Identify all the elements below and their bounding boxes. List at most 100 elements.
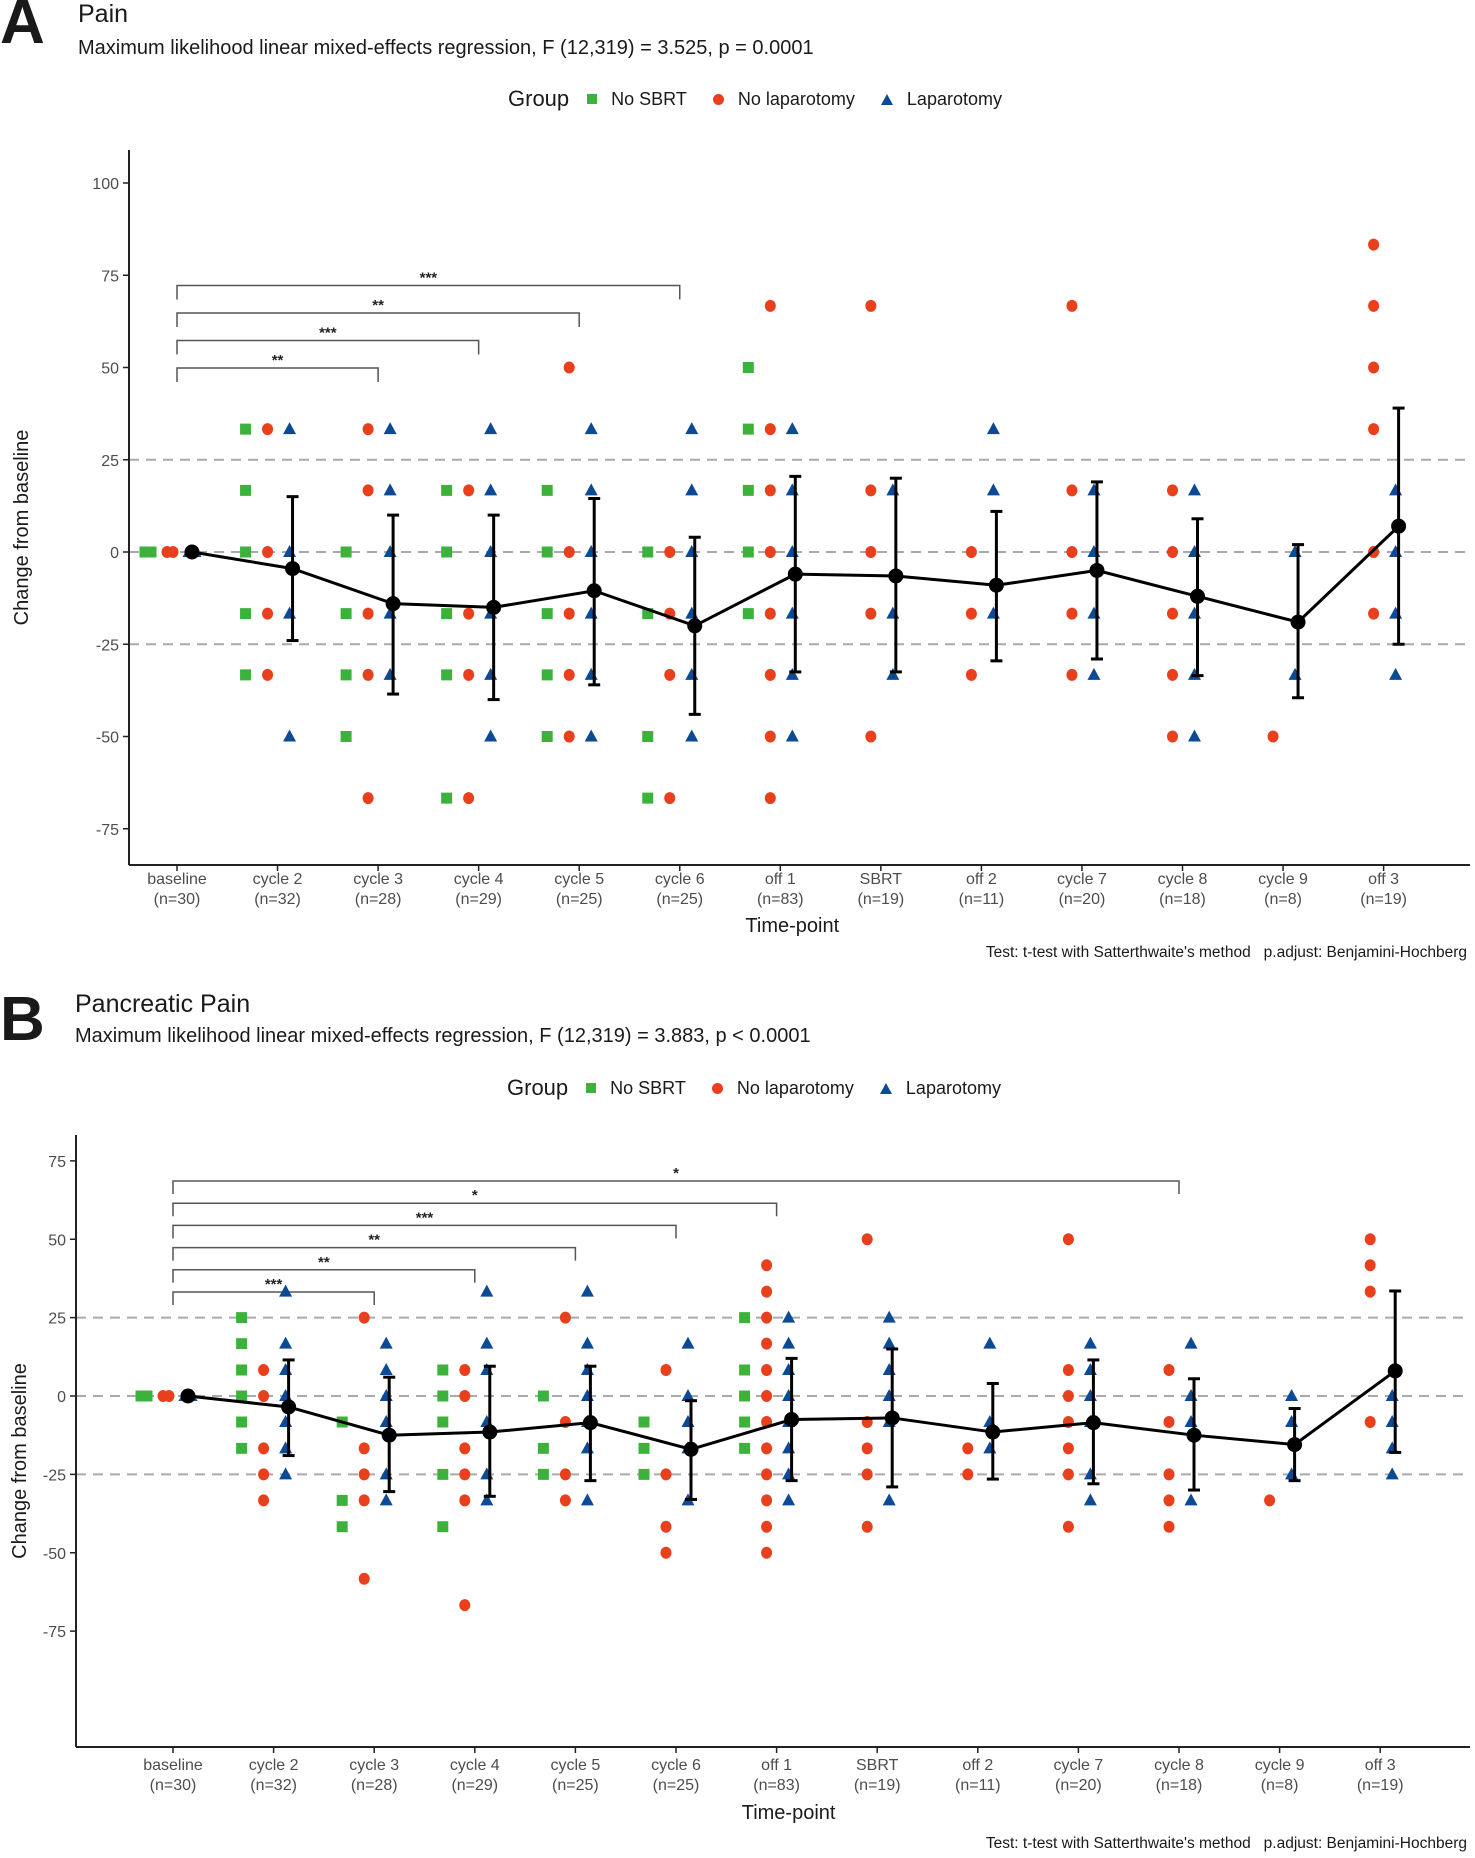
x-tick-n-label: (n=20) <box>1059 891 1106 908</box>
mean-point <box>683 1441 699 1457</box>
point-laparotomy <box>782 1336 796 1349</box>
point-laparotomy <box>484 667 498 680</box>
mean-point <box>586 583 602 599</box>
point-no-laparotomy <box>865 299 877 312</box>
point-no-sbrt <box>739 1416 751 1428</box>
x-tick-n-label: (n=8) <box>1261 1777 1299 1794</box>
point-no-laparotomy <box>865 484 877 497</box>
point-no-laparotomy <box>1267 730 1279 743</box>
point-no-laparotomy <box>563 668 575 681</box>
x-axis-title: Time-point <box>742 1802 836 1824</box>
point-no-sbrt <box>541 669 553 681</box>
point-no-laparotomy <box>563 361 575 374</box>
square-marker-icon <box>587 94 598 104</box>
point-laparotomy <box>685 483 699 496</box>
point-no-laparotomy <box>1368 361 1380 374</box>
x-tick-label: cycle 6 <box>655 871 705 888</box>
point-laparotomy <box>1389 606 1403 619</box>
x-tick-n-label: (n=19) <box>857 891 904 908</box>
point-no-laparotomy <box>764 792 776 805</box>
y-axis-title: Change from baseline <box>9 1363 31 1559</box>
x-tick-n-label: (n=28) <box>351 1777 398 1794</box>
point-no-laparotomy <box>559 1494 571 1507</box>
footer-test: Test: t-test with Satterthwaite's method <box>985 944 1251 961</box>
point-laparotomy <box>580 1284 594 1297</box>
point-no-laparotomy <box>660 1520 672 1533</box>
point-laparotomy <box>279 1467 293 1480</box>
x-tick-n-label: (n=32) <box>254 891 301 908</box>
point-laparotomy <box>480 1336 494 1349</box>
x-tick-n-label: (n=30) <box>154 891 201 908</box>
point-laparotomy <box>681 1389 695 1401</box>
point-no-laparotomy <box>358 1494 370 1507</box>
point-no-sbrt <box>541 608 553 620</box>
point-laparotomy <box>1288 667 1302 680</box>
mean-point <box>281 1399 297 1415</box>
point-no-sbrt <box>141 1390 153 1402</box>
point-laparotomy <box>383 422 397 435</box>
y-tick-label: 75 <box>101 268 119 285</box>
significance-stars: *** <box>319 325 337 342</box>
point-no-sbrt <box>441 484 453 496</box>
point-laparotomy <box>685 729 699 742</box>
x-tick-label: baseline <box>147 871 207 888</box>
point-no-laparotomy <box>1066 484 1078 497</box>
triangle-marker-icon <box>879 1082 892 1094</box>
point-laparotomy <box>283 422 297 435</box>
point-no-sbrt <box>240 484 252 496</box>
point-laparotomy <box>782 1362 796 1375</box>
point-laparotomy <box>484 729 498 742</box>
mean-point <box>1186 1427 1202 1443</box>
point-no-laparotomy <box>1163 1363 1175 1376</box>
point-no-sbrt <box>739 1364 751 1376</box>
x-tick-n-label: (n=19) <box>854 1777 901 1794</box>
point-no-sbrt <box>541 731 553 742</box>
point-laparotomy <box>782 1310 796 1323</box>
mean-point <box>482 1424 498 1440</box>
point-no-sbrt <box>236 1312 248 1324</box>
y-tick-label: 50 <box>48 1232 66 1249</box>
point-no-laparotomy <box>1368 423 1380 436</box>
x-tick-n-label: (n=11) <box>955 1777 1001 1794</box>
point-no-laparotomy <box>761 1546 773 1559</box>
point-no-laparotomy <box>459 1468 471 1481</box>
legend-label: No SBRT <box>611 88 687 109</box>
point-no-laparotomy <box>1368 238 1380 251</box>
point-no-sbrt <box>441 669 453 681</box>
point-laparotomy <box>785 667 799 680</box>
point-laparotomy <box>279 1336 293 1349</box>
chart-title: Pancreatic Pain <box>75 990 251 1018</box>
point-no-sbrt <box>441 546 453 558</box>
footer-padjust: p.adjust: Benjamini-Hochberg <box>1263 1835 1467 1852</box>
plot-area: 100 75 50 25 0 -25 -50 -75 Change from baseline b… <box>11 150 1470 937</box>
point-no-sbrt <box>441 608 453 620</box>
point-no-sbrt <box>638 1416 650 1428</box>
x-tick-label: cycle 3 <box>353 871 403 888</box>
legend-label: No laparotomy <box>736 1077 854 1098</box>
x-tick-n-label: (n=25) <box>656 891 703 908</box>
point-no-laparotomy <box>463 792 475 805</box>
y-tick-label: -75 <box>96 822 119 839</box>
point-no-laparotomy <box>1167 668 1178 681</box>
point-no-sbrt <box>340 731 352 742</box>
mean-point <box>1190 588 1205 604</box>
x-tick-n-label: (n=29) <box>455 891 502 908</box>
x-tick-label: off 2 <box>962 1757 993 1774</box>
y-tick-label: 25 <box>101 453 119 470</box>
point-no-sbrt <box>437 1390 449 1402</box>
point-no-sbrt <box>340 669 352 681</box>
point-no-sbrt <box>437 1364 449 1376</box>
point-no-laparotomy <box>258 1468 270 1481</box>
mean-point <box>687 618 703 634</box>
x-tick-label: cycle 7 <box>1057 871 1107 888</box>
mean-point <box>1290 614 1306 630</box>
point-laparotomy <box>1389 483 1403 496</box>
point-no-sbrt <box>240 423 252 435</box>
point-no-laparotomy <box>1264 1494 1276 1507</box>
point-laparotomy <box>383 483 397 496</box>
y-tick-label: -25 <box>43 1467 66 1484</box>
point-no-sbrt <box>240 669 252 681</box>
point-laparotomy <box>584 667 598 680</box>
significance-bracket <box>176 339 480 355</box>
x-tick-label: cycle 8 <box>1154 1757 1204 1774</box>
